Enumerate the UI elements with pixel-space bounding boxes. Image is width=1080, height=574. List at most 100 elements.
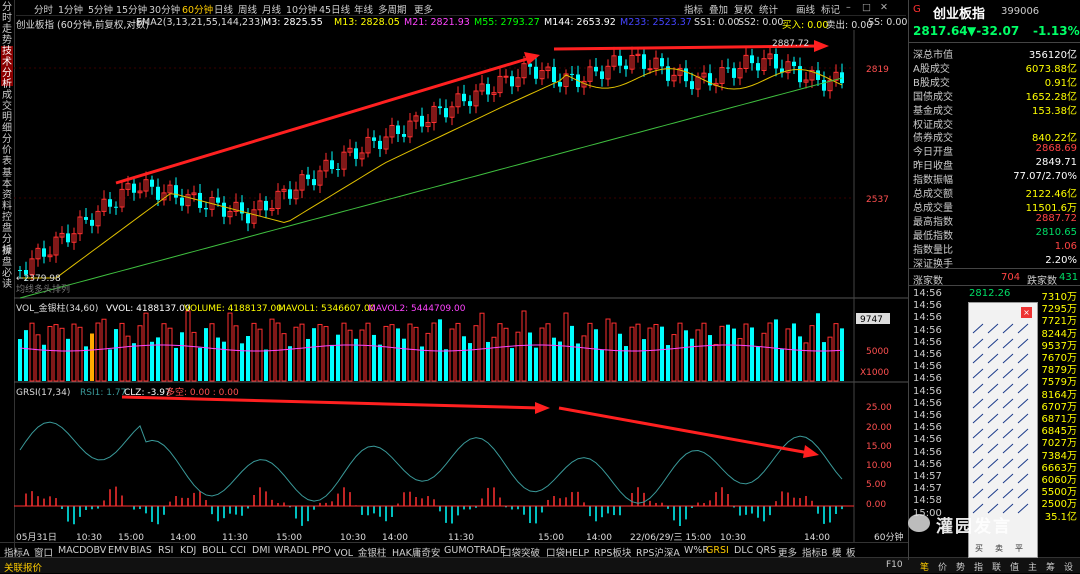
- tab-control-analysis[interactable]: 控盘分析: [2, 212, 12, 256]
- draw-tool-icon[interactable]: [1017, 368, 1029, 379]
- window-close-icon[interactable]: ✕: [880, 2, 888, 13]
- period-more[interactable]: 更多: [414, 5, 434, 16]
- draw-tool-icon[interactable]: [1017, 458, 1029, 469]
- tab-trade-details[interactable]: 成交明细: [2, 90, 12, 134]
- draw-tool-icon[interactable]: [1002, 458, 1014, 469]
- period-multi[interactable]: 多周期: [378, 5, 407, 16]
- indicator-tab[interactable]: 口袋HELP: [546, 548, 590, 559]
- draw-tool-icon[interactable]: [1017, 488, 1029, 499]
- draw-tool-icon[interactable]: [987, 443, 999, 454]
- indicator-tab[interactable]: RPS沪深A: [636, 548, 680, 559]
- draw-tool-icon[interactable]: [987, 473, 999, 484]
- status-tab[interactable]: 筹: [1046, 563, 1056, 573]
- draw-tool-icon[interactable]: [987, 458, 999, 469]
- tool-mark[interactable]: 标记: [821, 5, 841, 16]
- status-tab[interactable]: F10: [886, 560, 903, 570]
- palette-flat-button[interactable]: 平: [1015, 544, 1023, 553]
- draw-tool-icon[interactable]: [972, 503, 984, 514]
- indicator-tab[interactable]: BOLL: [202, 545, 227, 556]
- draw-tool-icon[interactable]: [987, 488, 999, 499]
- palette-sell-button[interactable]: 卖: [995, 544, 1003, 553]
- indicator-tab[interactable]: WR: [274, 545, 290, 556]
- tool-overlay[interactable]: 叠加: [709, 5, 729, 16]
- indicator-tab[interactable]: 板: [846, 548, 856, 559]
- draw-tool-icon[interactable]: [1017, 323, 1029, 334]
- draw-tool-icon[interactable]: [1002, 428, 1014, 439]
- draw-tool-icon[interactable]: [972, 338, 984, 349]
- indicator-tab[interactable]: BIAS: [130, 545, 152, 556]
- tab-price-table[interactable]: 分价表: [2, 134, 12, 167]
- period-month[interactable]: 月线: [262, 5, 282, 16]
- window-restore-icon[interactable]: □: [862, 2, 871, 13]
- status-tab[interactable]: 笔: [920, 563, 930, 573]
- draw-tool-icon[interactable]: [987, 368, 999, 379]
- indicator-tab[interactable]: 指标A: [4, 548, 30, 559]
- draw-tool-icon[interactable]: [987, 398, 999, 409]
- draw-tool-icon[interactable]: [972, 413, 984, 424]
- draw-tool-icon[interactable]: [1017, 443, 1029, 454]
- draw-tool-icon[interactable]: [972, 398, 984, 409]
- draw-tool-icon[interactable]: [1017, 398, 1029, 409]
- window-min-icon[interactable]: –: [846, 2, 851, 13]
- kline-chart[interactable]: 2887.72 ←2379.98 均线多头排列 2819 2537 VOL_金银…: [14, 30, 908, 542]
- draw-tool-icon[interactable]: [972, 323, 984, 334]
- indicator-tab[interactable]: PPO: [312, 545, 331, 556]
- draw-tool-icon[interactable]: [972, 353, 984, 364]
- period-10min[interactable]: 10分钟: [286, 5, 318, 16]
- indicator-tab[interactable]: ADL: [290, 545, 310, 556]
- status-tab[interactable]: 主: [1028, 563, 1038, 573]
- indicator-tab[interactable]: DMI: [252, 545, 271, 556]
- tool-stats[interactable]: 统计: [759, 5, 779, 16]
- indicator-tab[interactable]: GUMOTRADE: [444, 545, 506, 556]
- tab-technical-analysis[interactable]: 技术分析: [1, 46, 13, 90]
- indicator-tab[interactable]: RPS板块: [594, 548, 632, 559]
- indicator-tab[interactable]: QRS: [756, 545, 777, 556]
- draw-tool-icon[interactable]: [972, 368, 984, 379]
- draw-tool-icon[interactable]: [972, 383, 984, 394]
- draw-tool-icon[interactable]: [987, 353, 999, 364]
- period-1min[interactable]: 1分钟: [58, 5, 84, 16]
- draw-tool-icon[interactable]: [972, 488, 984, 499]
- period-year[interactable]: 年线: [354, 5, 374, 16]
- draw-tool-icon[interactable]: [987, 413, 999, 424]
- draw-tool-icon[interactable]: [1002, 323, 1014, 334]
- draw-tool-icon[interactable]: [972, 458, 984, 469]
- draw-tool-icon[interactable]: [987, 383, 999, 394]
- period-day[interactable]: 日线: [214, 5, 234, 16]
- period-week[interactable]: 周线: [238, 5, 258, 16]
- indicator-tab[interactable]: 窗口: [34, 548, 54, 559]
- indicator-tab[interactable]: VOL_金银柱: [334, 548, 387, 559]
- indicator-tab[interactable]: GRSI: [706, 545, 729, 556]
- status-tab[interactable]: 联: [992, 563, 1002, 573]
- tool-indicator[interactable]: 指标: [684, 5, 704, 16]
- status-tab[interactable]: 势: [956, 563, 966, 573]
- draw-tool-icon[interactable]: [1017, 338, 1029, 349]
- indicator-tab[interactable]: EMV: [108, 545, 129, 556]
- palette-tool-grid[interactable]: [969, 321, 1037, 521]
- indicator-tab[interactable]: RSI: [158, 545, 174, 556]
- indicator-tab[interactable]: HAK庸奇安: [392, 548, 441, 559]
- indicator-tab[interactable]: MACD: [58, 545, 87, 556]
- indicator-tab[interactable]: OBV: [86, 545, 107, 556]
- period-15min[interactable]: 15分钟: [116, 5, 148, 16]
- draw-tool-icon[interactable]: [1002, 368, 1014, 379]
- tab-intraday[interactable]: 分时走势: [2, 2, 12, 46]
- palette-close-icon[interactable]: ×: [1021, 307, 1032, 318]
- status-tab[interactable]: 价: [938, 563, 948, 573]
- indicator-tab[interactable]: 模: [832, 548, 842, 559]
- draw-tool-icon[interactable]: [1002, 338, 1014, 349]
- tab-must-read[interactable]: 操盘必读: [2, 246, 12, 290]
- draw-tool-icon[interactable]: [1017, 473, 1029, 484]
- indicator-tab[interactable]: 更多: [778, 548, 798, 559]
- indicator-tab[interactable]: 指标B: [802, 548, 828, 559]
- draw-tool-icon[interactable]: [987, 503, 999, 514]
- draw-tool-icon[interactable]: [1002, 488, 1014, 499]
- period-45day[interactable]: 45日线: [319, 5, 351, 16]
- indicator-tab[interactable]: DLC: [734, 545, 754, 556]
- draw-tool-icon[interactable]: [1002, 353, 1014, 364]
- draw-tool-icon[interactable]: [1002, 398, 1014, 409]
- period-5min[interactable]: 5分钟: [88, 5, 114, 16]
- indicator-tab[interactable]: CCI: [230, 545, 247, 556]
- draw-tool-icon[interactable]: [972, 443, 984, 454]
- period-60min[interactable]: 60分钟: [182, 5, 214, 16]
